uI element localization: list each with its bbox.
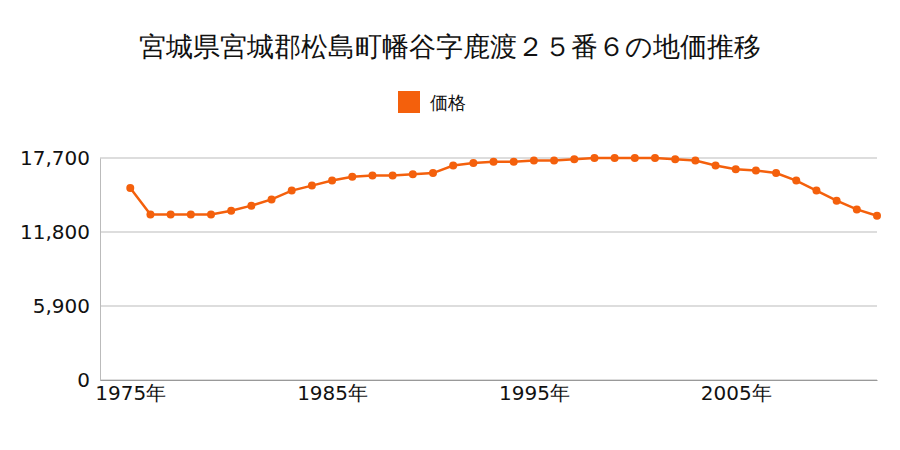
legend-swatch (398, 91, 420, 113)
point (631, 154, 639, 162)
point (490, 158, 498, 166)
point (611, 154, 619, 162)
point (853, 205, 861, 213)
x-tick: 1995年 (499, 380, 570, 405)
y-tick-label: 17,700 (20, 146, 90, 170)
point (449, 162, 457, 170)
point (732, 165, 740, 173)
title: 宮城県宮城郡松島町幡谷字鹿渡２５番６の地価推移 (139, 31, 761, 62)
point (187, 210, 195, 218)
x-tick: 1975年 (95, 380, 166, 405)
y-tick: 11,800 (20, 220, 100, 244)
grid-line (100, 306, 877, 307)
point (570, 155, 578, 163)
point (510, 158, 518, 166)
grid-line (100, 158, 877, 159)
x-tick: 2005年 (701, 380, 772, 405)
point (833, 197, 841, 205)
point (550, 157, 558, 165)
x-tick-label: 1975年 (95, 381, 166, 405)
chart: 宮城県宮城郡松島町幡谷字鹿渡２５番６の地価推移 0 5,900 11,800 17,70… (0, 0, 900, 450)
point (429, 169, 437, 177)
point (207, 210, 215, 218)
x-tick-label: 2005年 (701, 381, 772, 405)
point (712, 162, 720, 170)
y-tick: 5,900 (33, 294, 100, 318)
line (130, 158, 877, 216)
point (368, 172, 376, 180)
y-tick: 17,700 (20, 146, 100, 170)
point (590, 154, 598, 162)
point (873, 212, 881, 220)
grid (100, 158, 877, 380)
x-axis: 1975年 1985年 1995年 2005年 (95, 380, 877, 405)
point (126, 184, 134, 192)
point (691, 157, 699, 165)
point (227, 207, 235, 215)
grid-line (100, 232, 877, 233)
point (146, 210, 154, 218)
point (651, 154, 659, 162)
point (671, 155, 679, 163)
y-tick-label: 0 (77, 368, 90, 392)
point (772, 169, 780, 177)
y-tick-label: 5,900 (33, 294, 90, 318)
y-tick-label: 11,800 (20, 220, 90, 244)
point (268, 195, 276, 203)
legend-label: 価格 (430, 92, 466, 113)
point (348, 173, 356, 181)
point (308, 182, 316, 190)
point (389, 172, 397, 180)
point (167, 210, 175, 218)
y-axis: 0 5,900 11,800 17,700 (20, 146, 100, 392)
point (530, 157, 538, 165)
legend: 価格 (398, 91, 466, 113)
plot-area (126, 154, 881, 220)
x-tick-label: 1985年 (297, 381, 368, 405)
point (812, 187, 820, 195)
point (752, 167, 760, 175)
point (288, 187, 296, 195)
point (247, 202, 255, 210)
point (792, 177, 800, 185)
x-tick: 1985年 (297, 380, 368, 405)
point (409, 170, 417, 178)
x-tick-label: 1995年 (499, 381, 570, 405)
y-axis-line (100, 159, 101, 381)
point (469, 159, 477, 167)
point (328, 177, 336, 185)
